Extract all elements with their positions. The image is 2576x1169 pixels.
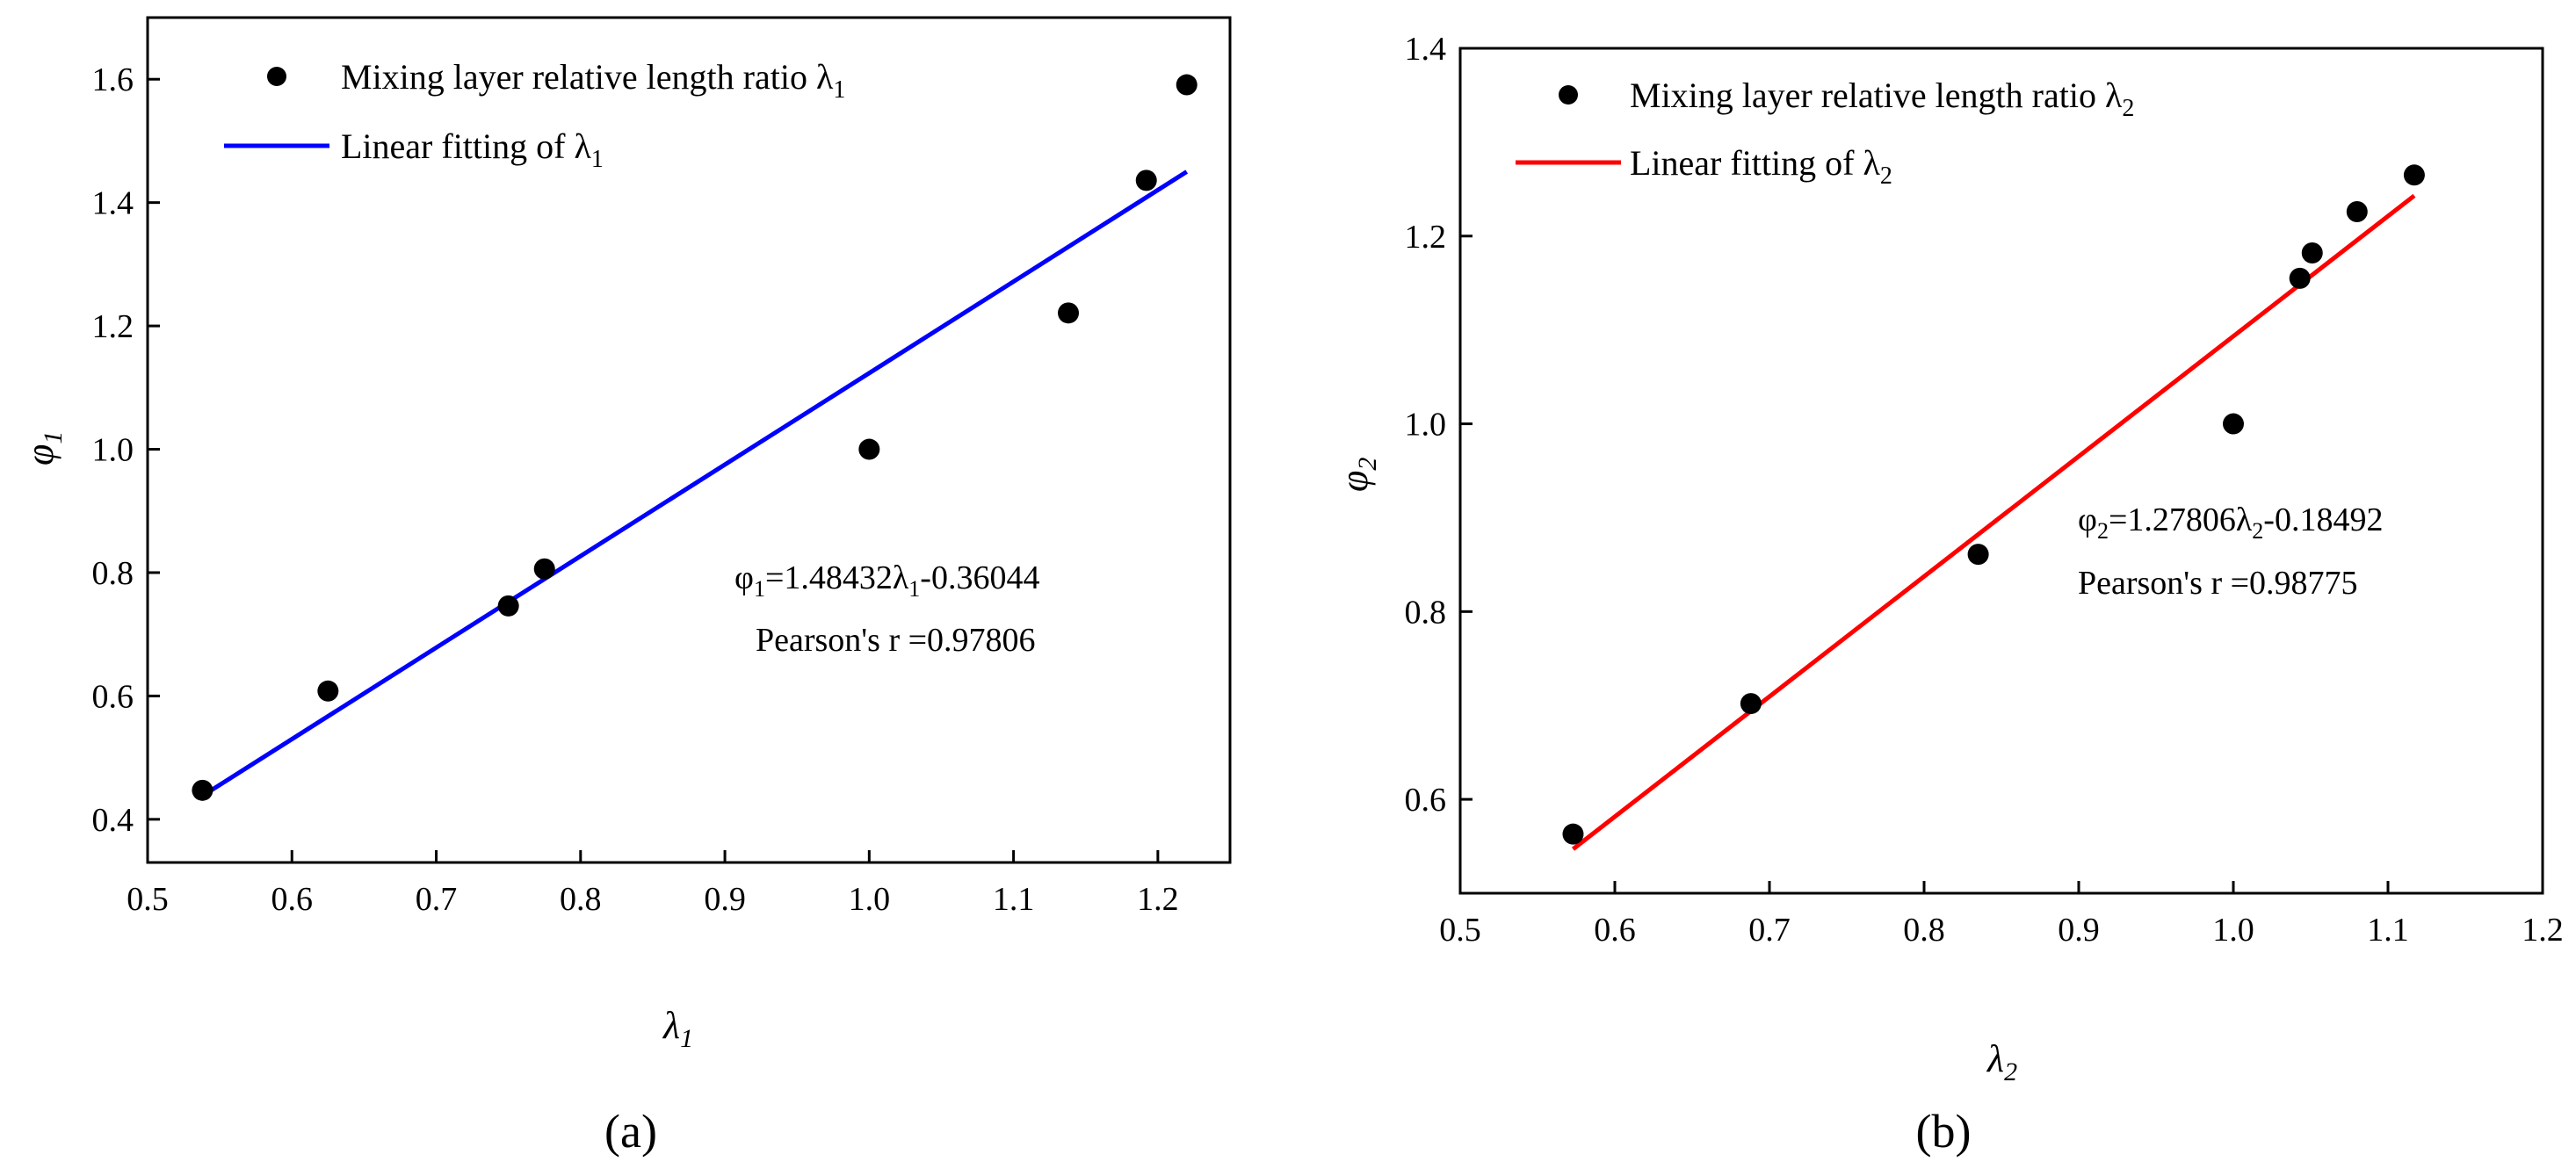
x-tick-label: 0.5 bbox=[127, 881, 169, 918]
x-tick-label: 1.1 bbox=[2367, 912, 2409, 949]
fit-equation: φ1=1.48432λ1-0.36044 bbox=[734, 559, 1039, 602]
legend-label-scatter: Mixing layer relative length ratio λ2 bbox=[1630, 76, 2134, 122]
data-point bbox=[533, 558, 555, 580]
y-tick-label: 1.0 bbox=[1405, 407, 1447, 444]
data-point bbox=[2301, 242, 2323, 264]
x-ticks: 0.5 0.6 0.7 0.8 0.9 1.0 1.1 1.2 bbox=[1439, 881, 2564, 949]
data-points bbox=[1562, 164, 2425, 845]
legend-label-line: Linear fitting of λ2 bbox=[1630, 143, 1892, 190]
data-point bbox=[2346, 200, 2368, 222]
x-axis-label: λ1 bbox=[662, 1004, 693, 1053]
data-point bbox=[1967, 544, 1989, 566]
x-ticks: 0.5 0.6 0.7 0.8 0.9 1.0 1.1 1.2 bbox=[127, 850, 1179, 918]
x-tick-label: 0.9 bbox=[704, 881, 746, 918]
legend-label-line: Linear fitting of λ1 bbox=[341, 126, 604, 173]
x-tick-label: 0.6 bbox=[271, 881, 314, 918]
pearson-r: Pearson's r =0.98775 bbox=[2078, 565, 2358, 602]
y-tick-label: 1.0 bbox=[92, 432, 134, 469]
x-tick-label: 1.0 bbox=[849, 881, 891, 918]
y-tick-label: 1.4 bbox=[92, 185, 134, 222]
fit-line-segment bbox=[1571, 193, 2416, 851]
panel-b: 0.5 0.6 0.7 0.8 0.9 1.0 1.1 1.2 0.6 0.8 1.0 1.2 1.4… bbox=[1333, 31, 2564, 1158]
plot-frame bbox=[1458, 47, 2544, 895]
y-tick-label: 0.8 bbox=[1405, 594, 1447, 631]
x-tick-label: 0.5 bbox=[1439, 912, 1481, 949]
y-tick-label: 1.2 bbox=[1405, 219, 1447, 256]
y-axis-label: φ2 bbox=[1333, 458, 1382, 492]
y-ticks: 0.6 0.8 1.0 1.2 1.4 bbox=[1405, 31, 1473, 819]
x-tick-label: 0.6 bbox=[1594, 912, 1636, 949]
data-points bbox=[192, 74, 1198, 801]
y-tick-label: 1.6 bbox=[92, 61, 134, 98]
data-point bbox=[1176, 74, 1198, 96]
y-tick-label: 0.4 bbox=[92, 802, 134, 839]
data-point bbox=[1562, 823, 1584, 845]
data-point bbox=[317, 680, 339, 702]
x-tick-label: 0.9 bbox=[2058, 912, 2100, 949]
x-tick-label: 1.1 bbox=[993, 881, 1035, 918]
x-tick-label: 0.8 bbox=[560, 881, 602, 918]
x-tick-label: 0.7 bbox=[416, 881, 458, 918]
y-tick-label: 1.4 bbox=[1405, 31, 1447, 68]
data-point bbox=[497, 595, 519, 617]
x-axis-label: λ2 bbox=[1986, 1037, 2017, 1086]
fit-line bbox=[1571, 193, 2416, 851]
data-point bbox=[1135, 170, 1157, 191]
x-tick-label: 1.2 bbox=[1137, 881, 1179, 918]
data-point bbox=[2289, 267, 2311, 289]
legend-marker-scatter bbox=[1559, 85, 1578, 105]
fit-line bbox=[201, 170, 1189, 798]
pearson-r: Pearson's r =0.97806 bbox=[756, 622, 1036, 659]
y-tick-label: 0.6 bbox=[1405, 782, 1447, 819]
data-point bbox=[2403, 164, 2425, 186]
x-tick-label: 1.2 bbox=[2522, 912, 2564, 949]
panel-a: 0.5 0.6 0.7 0.8 0.9 1.0 1.1 1.2 0.4 0.6 0.8 1.0 1.2… bbox=[18, 16, 1232, 1158]
data-point bbox=[192, 779, 213, 801]
y-tick-label: 0.8 bbox=[92, 555, 134, 592]
data-point bbox=[2223, 413, 2244, 435]
y-axis-label: φ1 bbox=[18, 431, 68, 465]
legend-label-scatter: Mixing layer relative length ratio λ1 bbox=[341, 57, 845, 104]
data-point bbox=[858, 438, 880, 460]
data-point bbox=[1058, 302, 1080, 324]
x-tick-label: 0.8 bbox=[1903, 912, 1945, 949]
fit-equation: φ2=1.27806λ2-0.18492 bbox=[2078, 502, 2383, 544]
legend: Mixing layer relative length ratio λ2 Li… bbox=[1516, 76, 2134, 190]
data-point bbox=[1740, 693, 1762, 715]
panel-caption: (a) bbox=[604, 1105, 657, 1158]
plot-frame bbox=[146, 16, 1232, 864]
y-ticks: 0.4 0.6 0.8 1.0 1.2 1.4 1.6 bbox=[92, 61, 160, 839]
legend: Mixing layer relative length ratio λ1 Li… bbox=[224, 57, 845, 173]
panel-caption: (b) bbox=[1916, 1105, 1972, 1158]
x-tick-label: 0.7 bbox=[1748, 912, 1791, 949]
y-tick-label: 1.2 bbox=[92, 308, 134, 345]
fit-line-segment bbox=[201, 170, 1189, 798]
legend-marker-scatter bbox=[267, 67, 286, 86]
y-tick-label: 0.6 bbox=[92, 678, 134, 715]
x-tick-label: 1.0 bbox=[2212, 912, 2254, 949]
